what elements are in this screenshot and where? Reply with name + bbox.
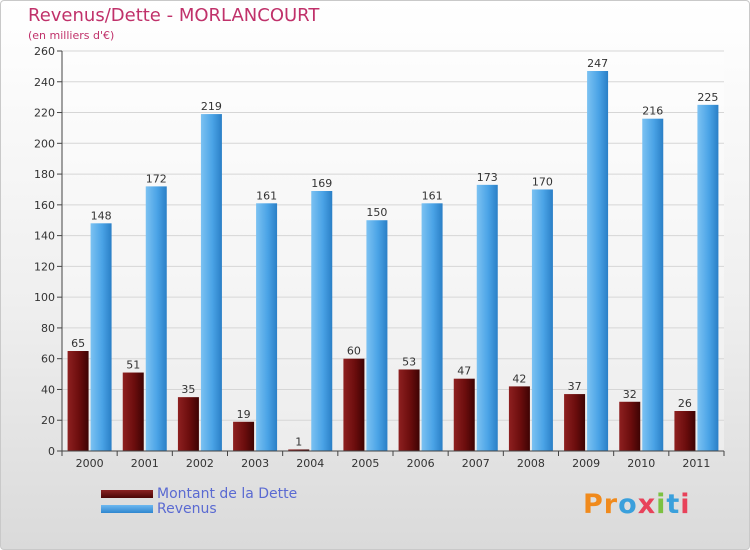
y-tick-label: 140 — [34, 230, 55, 243]
logo-letter: o — [618, 489, 638, 520]
x-tick-label: 2004 — [296, 457, 324, 470]
bar-dette-2009 — [564, 394, 586, 451]
plot-area — [62, 51, 724, 451]
logo-letter: t — [666, 489, 681, 520]
x-tick-label: 2005 — [351, 457, 379, 470]
y-tick-label: 240 — [34, 76, 55, 89]
data-label-revenus-2005: 150 — [366, 206, 387, 219]
y-tick-label: 220 — [34, 107, 55, 120]
data-label-dette-2010: 32 — [623, 388, 637, 401]
data-label-revenus-2010: 216 — [642, 105, 663, 118]
x-tick-label: 2003 — [241, 457, 269, 470]
bars: 65 148 51 172 35 219 19 161 1 169 60 150 53 161 47 173 4… — [67, 57, 719, 452]
bar-chart: 65 148 51 172 35 219 19 161 1 169 60 150 53 161 47 173 4… — [34, 45, 725, 470]
data-label-revenus-2003: 161 — [256, 189, 277, 202]
data-label-dette-2008: 42 — [512, 372, 526, 385]
bar-revenus-2007 — [476, 184, 498, 451]
bar-dette-2004 — [288, 449, 310, 451]
y-tick-label: 160 — [34, 199, 55, 212]
x-tick-label: 2006 — [407, 457, 435, 470]
data-label-revenus-2008: 170 — [532, 175, 553, 188]
data-label-revenus-2009: 247 — [587, 57, 608, 70]
bar-revenus-2001 — [145, 186, 167, 451]
bar-revenus-2011 — [697, 104, 719, 451]
x-tick-label: 2009 — [572, 457, 600, 470]
bar-revenus-2004 — [311, 191, 333, 451]
data-label-dette-2006: 53 — [402, 355, 416, 368]
legend-swatch-dette — [101, 490, 153, 498]
bar-revenus-2009 — [587, 71, 609, 451]
bar-dette-2010 — [619, 401, 641, 451]
bar-dette-2011 — [674, 411, 696, 451]
y-tick-label: 80 — [41, 322, 55, 335]
x-tick-label: 2000 — [76, 457, 104, 470]
bar-dette-2001 — [122, 372, 144, 451]
data-label-dette-2005: 60 — [347, 345, 361, 358]
bar-revenus-2006 — [421, 203, 443, 451]
y-tick-label: 20 — [41, 414, 55, 427]
bar-dette-2005 — [343, 358, 365, 451]
y-tick-label: 40 — [41, 383, 55, 396]
bar-revenus-2003 — [256, 203, 278, 451]
data-label-dette-2007: 47 — [457, 365, 471, 378]
y-tick-label: 120 — [34, 260, 55, 273]
data-label-revenus-2002: 219 — [201, 100, 222, 113]
grid — [62, 50, 724, 452]
y-tick-label: 100 — [34, 291, 55, 304]
x-tick-label: 2007 — [462, 457, 490, 470]
y-tick-label: 260 — [34, 45, 55, 58]
x-tick-label: 2002 — [186, 457, 214, 470]
data-label-dette-2000: 65 — [71, 337, 85, 350]
chart-subtitle: (en milliers d'€) — [28, 29, 115, 42]
logo-letter: i — [656, 489, 667, 520]
bar-dette-2007 — [453, 378, 475, 451]
logo-letter: r — [603, 489, 619, 520]
data-label-dette-2004: 1 — [295, 435, 302, 448]
x-tick-label: 2008 — [517, 457, 545, 470]
x-tick-label: 2001 — [131, 457, 159, 470]
proxiti-logo: Proxiti — [583, 489, 691, 520]
bar-revenus-2005 — [366, 220, 388, 451]
logo-letter: P — [583, 489, 604, 520]
axes: 0204060801001201401601802002202402602000… — [34, 45, 725, 470]
y-tick-label: 60 — [41, 353, 55, 366]
bar-dette-2003 — [233, 421, 255, 451]
bar-revenus-2002 — [200, 114, 222, 452]
data-label-revenus-2006: 161 — [422, 189, 443, 202]
logo-letter: x — [637, 489, 657, 520]
y-tick-label: 200 — [34, 137, 55, 150]
data-label-dette-2001: 51 — [126, 359, 140, 372]
bar-dette-2006 — [398, 369, 420, 451]
y-tick-label: 0 — [48, 445, 55, 458]
data-label-dette-2009: 37 — [568, 380, 582, 393]
chart-title: Revenus/Dette - MORLANCOURT — [28, 5, 320, 26]
data-label-revenus-2000: 148 — [91, 209, 112, 222]
bar-revenus-2010 — [642, 118, 664, 451]
bar-revenus-2000 — [90, 223, 112, 451]
data-label-dette-2003: 19 — [237, 408, 251, 421]
legend-label-dette: Montant de la Dette — [157, 486, 298, 502]
x-tick-label: 2010 — [627, 457, 655, 470]
data-label-revenus-2004: 169 — [311, 177, 332, 190]
bar-dette-2002 — [177, 397, 199, 451]
data-label-revenus-2007: 173 — [477, 171, 498, 184]
x-tick-label: 2011 — [682, 457, 710, 470]
data-label-revenus-2011: 225 — [697, 91, 718, 104]
bar-dette-2000 — [67, 351, 89, 451]
bar-revenus-2008 — [531, 189, 553, 451]
legend-label-revenus: Revenus — [157, 501, 217, 517]
data-label-dette-2011: 26 — [678, 397, 692, 410]
bar-dette-2008 — [508, 386, 530, 451]
legend-swatch-revenus — [101, 505, 153, 513]
data-label-dette-2002: 35 — [181, 383, 195, 396]
data-label-revenus-2001: 172 — [146, 172, 167, 185]
y-tick-label: 180 — [34, 168, 55, 181]
logo-letter: i — [680, 489, 691, 520]
